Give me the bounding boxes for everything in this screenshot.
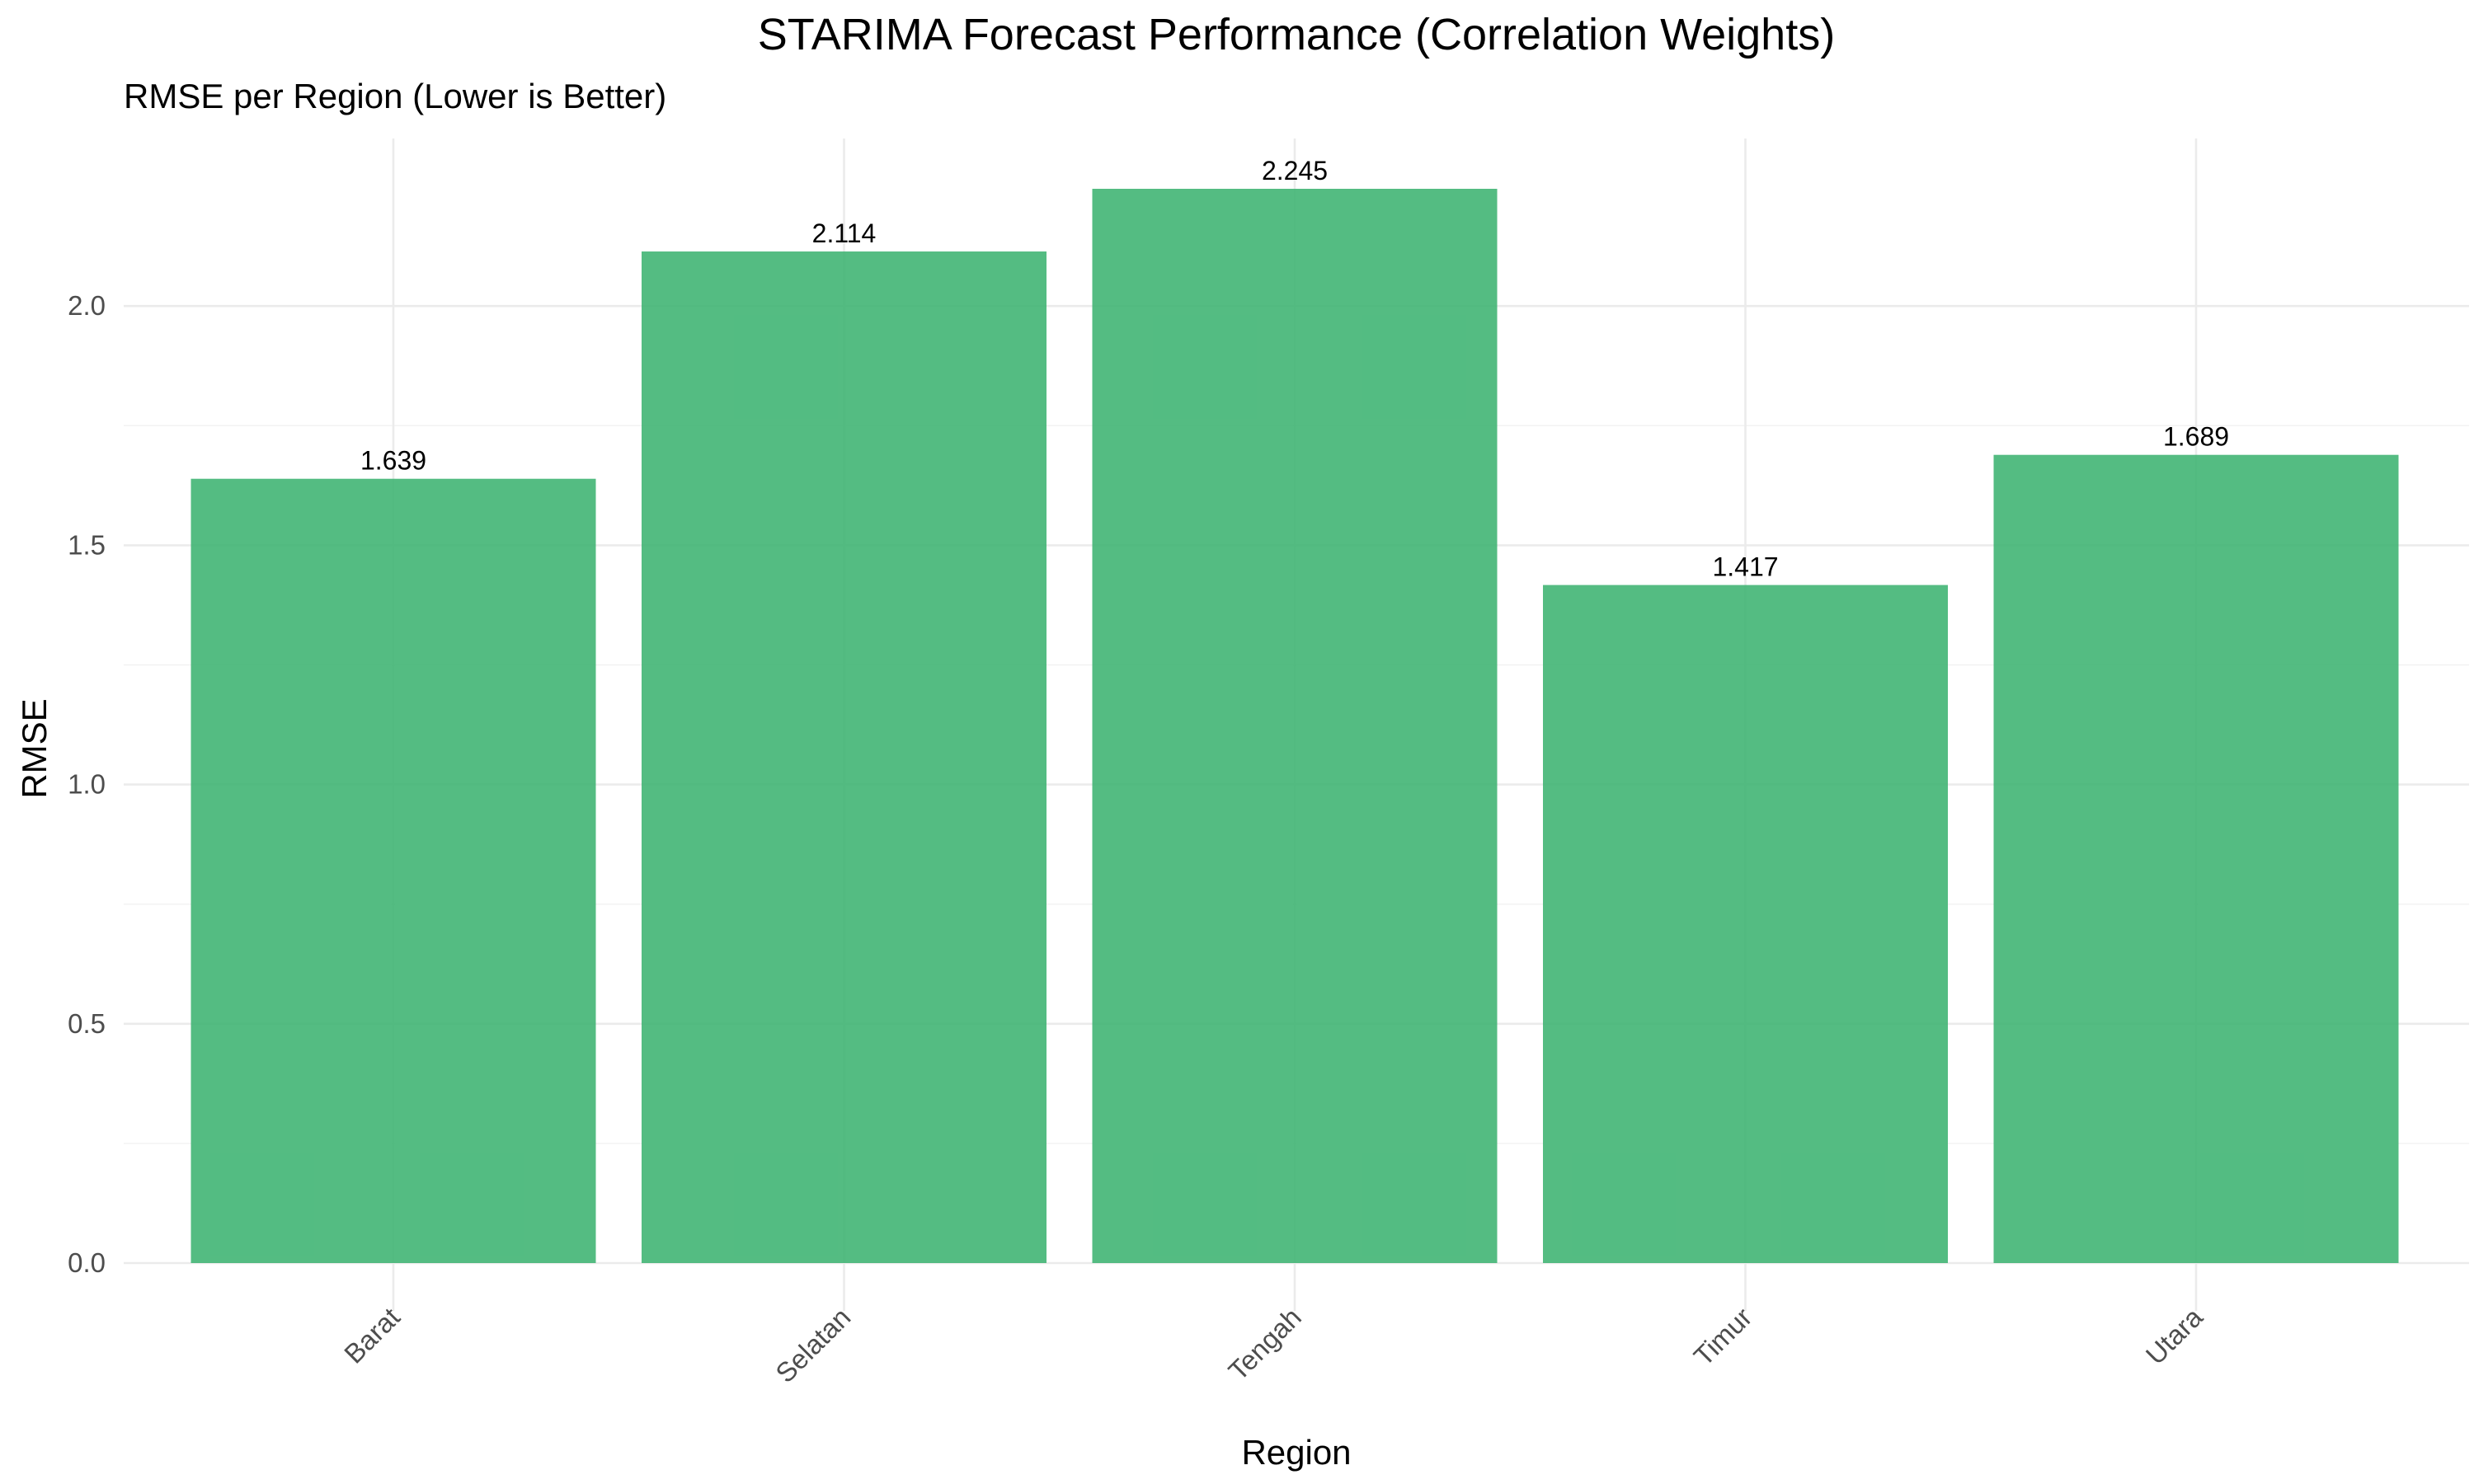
x-tick-label-timur: Timur [1688,1302,1758,1372]
bars [190,189,2399,1264]
y-tick-label: 1.0 [68,769,106,800]
bar-timur [1543,585,1948,1263]
x-axis-title: Region [1241,1433,1351,1472]
data-label-selatan: 2.114 [812,218,877,248]
bar-tengah [1092,189,1498,1263]
x-axis-ticks: Barat Selatan Tengah Timur Utara [338,1301,2208,1388]
chart-subtitle: RMSE per Region (Lower is Better) [124,77,666,115]
y-axis-title: RMSE [15,698,54,798]
bar-barat [190,478,596,1263]
bar-utara [1993,454,2399,1263]
y-tick-label: 0.5 [68,1008,106,1039]
x-tick-label-barat: Barat [338,1302,406,1369]
data-label-utara: 1.689 [2163,422,2229,452]
y-axis-ticks: 0.0 0.5 1.0 1.5 2.0 [68,290,106,1278]
x-tick-label-tengah: Tengah [1222,1302,1307,1387]
data-labels: 1.639 2.114 2.245 1.417 1.689 [360,156,2229,582]
data-label-timur: 1.417 [1712,552,1778,582]
y-tick-label: 2.0 [68,290,106,321]
chart-title: STARIMA Forecast Performance (Correlatio… [758,10,1835,59]
x-tick-label-utara: Utara [2140,1301,2209,1370]
data-label-tengah: 2.245 [1262,156,1328,186]
y-tick-label: 0.0 [68,1247,106,1278]
data-label-barat: 1.639 [360,446,426,476]
y-tick-label: 1.5 [68,529,106,560]
bar-selatan [642,251,1047,1264]
x-tick-label-selatan: Selatan [769,1302,856,1388]
